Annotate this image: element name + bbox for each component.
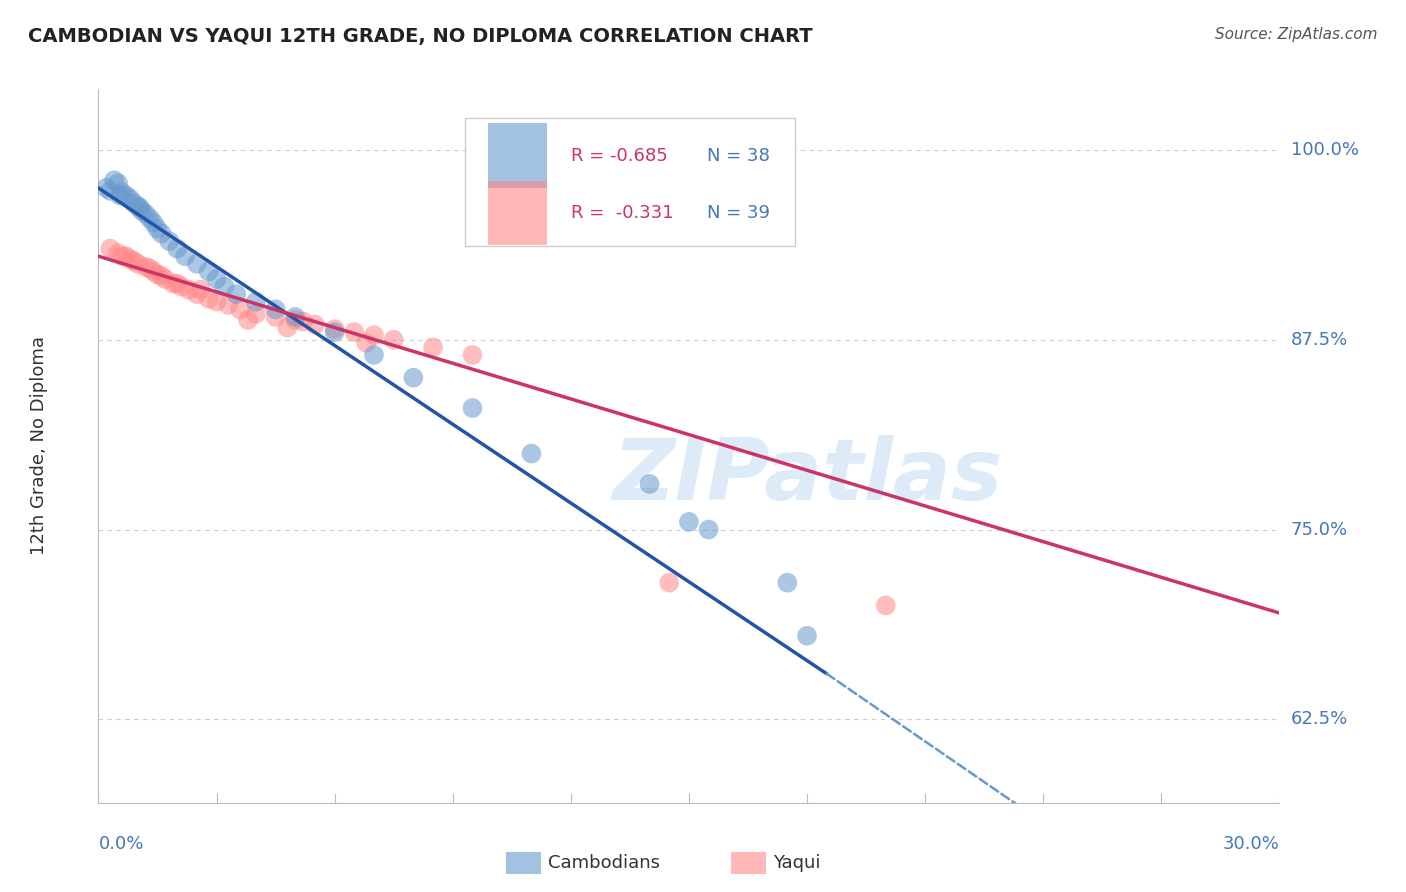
Point — [142, 264, 165, 278]
Point — [264, 310, 287, 324]
Point — [276, 320, 298, 334]
Bar — [488, 181, 547, 245]
Point — [292, 314, 315, 328]
Point — [111, 186, 134, 200]
Point — [245, 307, 267, 321]
Text: Yaqui: Yaqui — [773, 854, 821, 871]
Point — [520, 447, 543, 461]
Point — [122, 253, 145, 268]
Point — [115, 249, 138, 263]
Point — [796, 629, 818, 643]
Point — [264, 302, 287, 317]
Point — [197, 264, 219, 278]
Point — [96, 181, 118, 195]
Point — [118, 252, 141, 267]
Point — [186, 257, 208, 271]
Point — [304, 318, 326, 332]
Point — [122, 196, 145, 211]
Point — [217, 298, 239, 312]
Text: CAMBODIAN VS YAQUI 12TH GRADE, NO DIPLOMA CORRELATION CHART: CAMBODIAN VS YAQUI 12TH GRADE, NO DIPLOM… — [28, 27, 813, 45]
Point — [115, 188, 138, 202]
Point — [205, 272, 228, 286]
Point — [108, 188, 131, 202]
Bar — [464, 118, 796, 246]
Point — [150, 268, 173, 283]
Point — [107, 177, 129, 191]
Point — [236, 313, 259, 327]
Point — [174, 249, 197, 263]
Point — [245, 294, 267, 309]
Point — [162, 277, 184, 291]
Point — [190, 283, 212, 297]
Point — [678, 515, 700, 529]
Point — [461, 401, 484, 415]
Point — [111, 249, 134, 263]
Text: 100.0%: 100.0% — [1291, 141, 1358, 159]
Point — [98, 242, 121, 256]
Point — [138, 261, 160, 276]
Point — [103, 173, 125, 187]
Point — [146, 268, 169, 282]
Text: ZIPatlas: ZIPatlas — [612, 435, 1002, 518]
Text: 62.5%: 62.5% — [1291, 710, 1348, 728]
Point — [461, 348, 484, 362]
Point — [323, 322, 346, 336]
Point — [205, 294, 228, 309]
Point — [155, 272, 177, 286]
Point — [150, 227, 173, 241]
Point — [135, 207, 157, 221]
Point — [142, 216, 165, 230]
Point — [127, 257, 149, 271]
Text: Cambodians: Cambodians — [548, 854, 661, 871]
Point — [638, 477, 661, 491]
Point — [177, 283, 200, 297]
Point — [402, 370, 425, 384]
Point — [107, 246, 129, 260]
Point — [128, 201, 150, 215]
Point — [138, 211, 160, 226]
Text: 75.0%: 75.0% — [1291, 521, 1348, 539]
Point — [343, 325, 366, 339]
Text: N = 39: N = 39 — [707, 204, 769, 222]
Text: R = -0.685: R = -0.685 — [571, 146, 668, 164]
Point — [225, 287, 247, 301]
Text: 30.0%: 30.0% — [1223, 835, 1279, 853]
Point — [422, 340, 444, 354]
Point — [131, 203, 153, 218]
Point — [170, 279, 193, 293]
Text: 12th Grade, No Diploma: 12th Grade, No Diploma — [31, 336, 48, 556]
Point — [98, 184, 121, 198]
Point — [157, 234, 180, 248]
Point — [323, 325, 346, 339]
Point — [166, 277, 188, 291]
Point — [382, 333, 405, 347]
Text: 87.5%: 87.5% — [1291, 331, 1348, 349]
Point — [146, 222, 169, 236]
Text: N = 38: N = 38 — [707, 146, 769, 164]
Point — [186, 287, 208, 301]
Bar — [488, 123, 547, 187]
Point — [658, 575, 681, 590]
Point — [776, 575, 799, 590]
Point — [197, 292, 219, 306]
Point — [118, 192, 141, 206]
Point — [363, 328, 385, 343]
Point — [135, 260, 157, 274]
Point — [127, 199, 149, 213]
Text: Source: ZipAtlas.com: Source: ZipAtlas.com — [1215, 27, 1378, 42]
Point — [166, 242, 188, 256]
Point — [229, 302, 252, 317]
Point — [354, 335, 377, 350]
Text: R =  -0.331: R = -0.331 — [571, 204, 673, 222]
Point — [214, 279, 236, 293]
Point — [284, 313, 307, 327]
Point — [697, 523, 720, 537]
Point — [284, 310, 307, 324]
Point — [363, 348, 385, 362]
Point — [875, 599, 897, 613]
Text: 0.0%: 0.0% — [98, 835, 143, 853]
